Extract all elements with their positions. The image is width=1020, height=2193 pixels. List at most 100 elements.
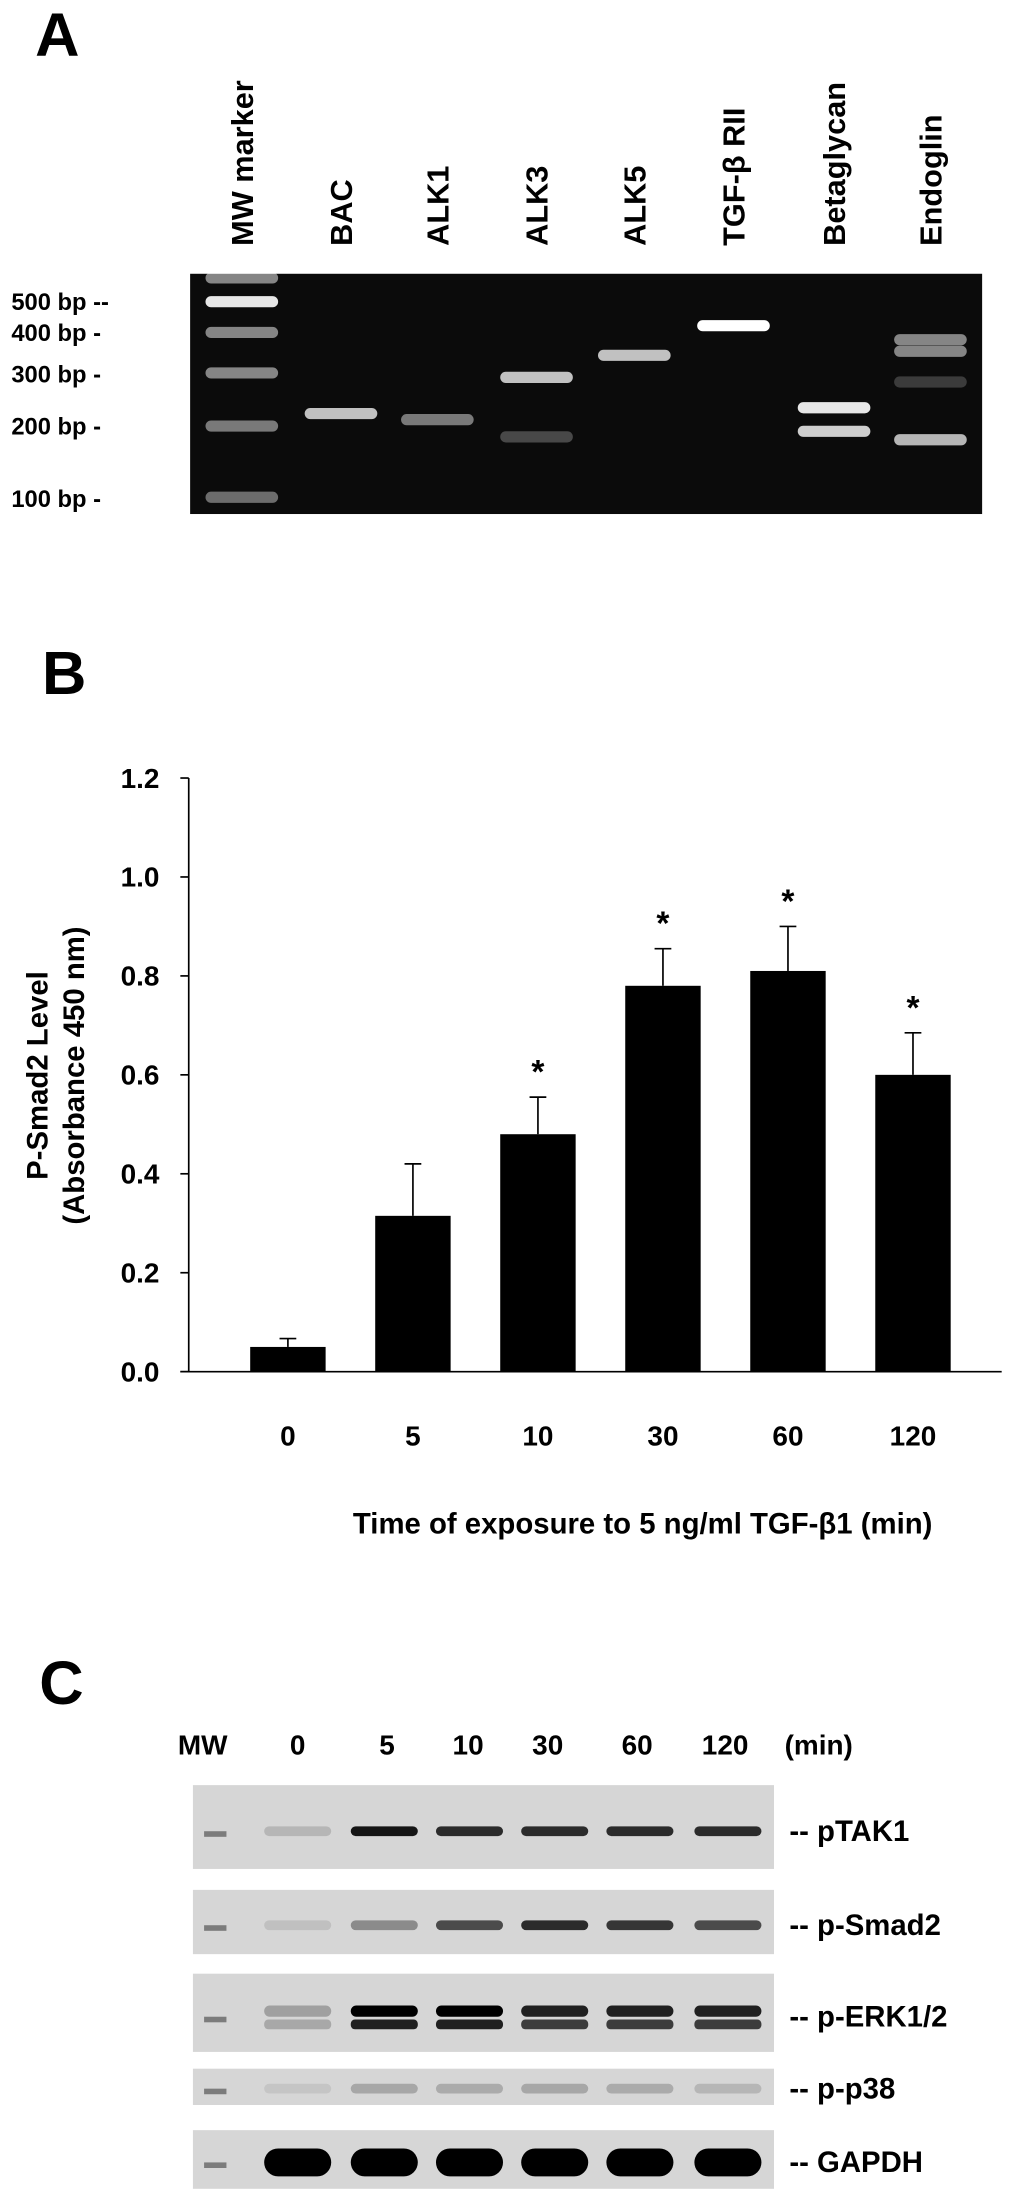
x-axis-label: Time of exposure to 5 ng/ml TGF-β1 (min) — [353, 1508, 933, 1541]
protein-band — [521, 2083, 589, 2094]
blot-p-smad2: -- p-Smad2 — [192, 1889, 941, 1955]
y-axis-label-line1: P-Smad2 Level — [22, 971, 55, 1180]
protein-band — [606, 2148, 674, 2177]
mw-marker-band — [204, 1925, 227, 1931]
panel-b-label: B — [42, 639, 86, 708]
blot-label: -- p-Smad2 — [789, 1909, 941, 1942]
protein-band — [606, 2019, 674, 2030]
gel-band — [304, 407, 378, 420]
lane-header: (min) — [785, 1729, 853, 1760]
size-label: 400 bp - — [11, 321, 101, 347]
protein-band — [264, 1826, 332, 1837]
protein-band — [606, 1920, 674, 1931]
lane-label: ALK5 — [617, 166, 652, 246]
lane-label: BAC — [324, 179, 359, 246]
mw-marker-band — [204, 2016, 227, 2023]
protein-band — [521, 2005, 589, 2017]
protein-band — [264, 1920, 332, 1931]
x-tick-label: 10 — [522, 1421, 553, 1452]
mw-marker-band — [204, 2088, 227, 2095]
x-tick-label: 30 — [647, 1421, 678, 1452]
gel-band — [894, 434, 967, 446]
x-tick-label: 5 — [405, 1421, 421, 1452]
protein-band — [350, 2148, 418, 2177]
protein-band — [521, 2148, 589, 2177]
lane-header: 5 — [379, 1729, 395, 1760]
protein-band — [694, 2019, 762, 2030]
blot-label: -- pTAK1 — [789, 1815, 909, 1848]
protein-band — [435, 2148, 504, 2177]
blot-label: -- GAPDH — [789, 2146, 923, 2179]
size-label: 200 bp - — [11, 414, 101, 440]
protein-band — [435, 1826, 504, 1837]
protein-band — [264, 2019, 332, 2030]
lane-label: ALK3 — [520, 166, 555, 246]
y-tick-label: 0.2 — [121, 1258, 160, 1289]
protein-band — [694, 2083, 762, 2094]
blot-p-p38: -- p-p38 — [192, 2068, 895, 2106]
protein-band — [435, 2083, 504, 2094]
protein-band — [694, 1826, 762, 1837]
y-tick-label: 0.4 — [121, 1159, 160, 1190]
protein-band — [435, 2005, 504, 2017]
significance-asterisk: * — [531, 1054, 545, 1091]
gel-band — [500, 431, 573, 443]
gel-band — [894, 345, 967, 357]
bar — [750, 970, 826, 1372]
protein-band — [606, 1826, 674, 1837]
bar — [250, 1346, 326, 1372]
gel-band — [797, 425, 871, 437]
lane-header: 30 — [532, 1729, 563, 1760]
size-labels: 500 bp -- 400 bp - 300 bp - 200 bp - 100 bp … — [11, 290, 109, 513]
lane-label: TGF-β RII — [717, 108, 752, 246]
blot-label: -- p-ERK1/2 — [789, 2000, 947, 2033]
gel-band — [894, 376, 967, 388]
protein-band — [264, 2005, 332, 2017]
protein-band — [435, 2019, 504, 2030]
bar — [375, 1215, 451, 1372]
protein-band — [350, 2019, 418, 2030]
y-tick-label: 1.2 — [121, 763, 160, 794]
blot-header: MW 0 5 10 30 60 120 (min) — [178, 1729, 853, 1760]
lane-label: ALK1 — [421, 166, 456, 246]
gel-bands — [205, 272, 967, 503]
protein-band — [350, 1920, 418, 1931]
agarose-gel — [190, 273, 983, 515]
panel-c-label: C — [39, 1649, 83, 1718]
protein-band — [264, 2148, 332, 2177]
lane-labels: MW marker BAC ALK1 ALK3 ALK5 TGF-β RII Betagly… — [225, 80, 949, 246]
protein-band — [350, 2005, 418, 2017]
mw-marker-band — [204, 1831, 227, 1837]
protein-band — [521, 1920, 589, 1931]
gel-band — [205, 491, 279, 503]
lane-header: 0 — [290, 1729, 306, 1760]
gel-band — [697, 320, 770, 332]
gel-band — [500, 371, 573, 383]
y-axis-label-line2: (Absorbance 450 nm) — [58, 926, 91, 1224]
protein-band — [435, 1920, 504, 1931]
size-label: 300 bp - — [11, 363, 101, 389]
blot-membrane — [192, 2068, 774, 2106]
significance-asterisk: * — [781, 883, 795, 920]
protein-band — [521, 2019, 589, 2030]
blot-label: -- p-p38 — [789, 2072, 895, 2105]
lane-header: 120 — [702, 1729, 749, 1760]
protein-band — [694, 1920, 762, 1931]
protein-band — [694, 2148, 762, 2177]
mw-marker-band — [204, 2162, 227, 2168]
protein-band — [264, 2083, 332, 2094]
protein-band — [606, 2083, 674, 2094]
gel-band — [205, 326, 279, 339]
protein-band — [694, 2005, 762, 2017]
protein-band — [350, 1826, 418, 1837]
bar — [625, 985, 701, 1372]
protein-band — [350, 2083, 418, 2094]
gel-band — [205, 272, 279, 284]
bar — [875, 1074, 951, 1372]
lane-label: MW marker — [225, 80, 260, 246]
gel-band — [205, 367, 279, 379]
bar — [500, 1134, 576, 1372]
lane-label: Endoglin — [914, 114, 949, 245]
significance-asterisk: * — [656, 906, 670, 943]
